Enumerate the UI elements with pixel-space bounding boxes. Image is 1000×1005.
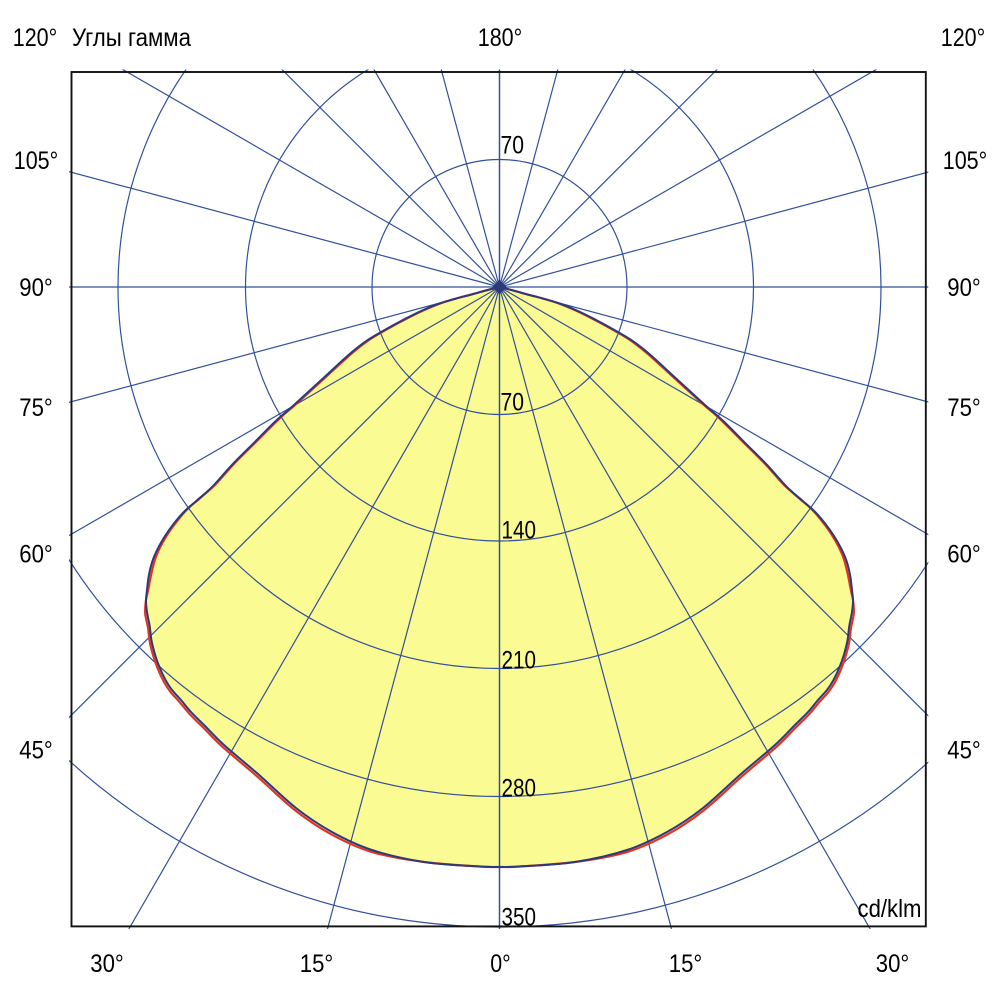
svg-text:15°: 15° (669, 950, 703, 978)
svg-text:180°: 180° (478, 24, 523, 52)
svg-text:15°: 15° (300, 950, 334, 978)
svg-text:350: 350 (502, 903, 537, 931)
svg-text:75°: 75° (19, 394, 53, 422)
svg-text:70: 70 (501, 389, 525, 417)
svg-text:90°: 90° (947, 274, 981, 302)
svg-text:cd/klm: cd/klm (858, 895, 922, 923)
svg-text:105°: 105° (943, 147, 988, 175)
svg-text:0°: 0° (490, 950, 511, 978)
svg-text:120°: 120° (13, 24, 58, 52)
svg-text:30°: 30° (876, 950, 910, 978)
svg-text:75°: 75° (947, 394, 981, 422)
svg-text:45°: 45° (947, 737, 981, 765)
svg-text:105°: 105° (14, 147, 59, 175)
svg-text:90°: 90° (19, 274, 53, 302)
svg-text:Углы гамма: Углы гамма (72, 24, 191, 52)
svg-text:60°: 60° (19, 541, 53, 569)
svg-text:60°: 60° (947, 541, 981, 569)
svg-text:45°: 45° (19, 737, 53, 765)
svg-text:120°: 120° (941, 24, 986, 52)
svg-text:140: 140 (502, 517, 537, 545)
svg-text:30°: 30° (90, 950, 124, 978)
svg-text:280: 280 (502, 775, 537, 803)
svg-text:70: 70 (501, 131, 525, 159)
svg-text:210: 210 (502, 646, 537, 674)
